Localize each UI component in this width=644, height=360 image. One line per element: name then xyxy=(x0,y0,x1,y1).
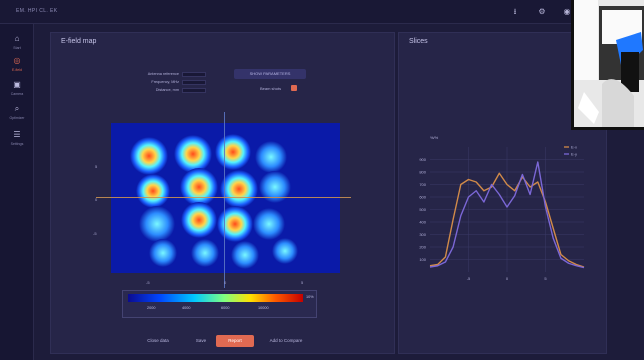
param-value-field[interactable] xyxy=(182,71,206,77)
add-to-compare-button[interactable]: Add to Compare xyxy=(269,338,303,343)
sidebar-item-label: E-field xyxy=(12,68,22,72)
slices-title: Slices xyxy=(409,38,428,45)
y-tick-label: 700 xyxy=(419,182,426,187)
camera-image xyxy=(574,0,644,127)
map-y-tick: 5 xyxy=(95,164,98,169)
sidebar-item-optimizer[interactable]: ⌕ Optimizer xyxy=(3,104,31,126)
y-tick-label: 300 xyxy=(419,232,426,237)
colorbar-max-label: 10% xyxy=(306,295,314,299)
vertical-cursor-line[interactable] xyxy=(224,112,225,288)
camera-overlay xyxy=(571,0,644,130)
save-button[interactable]: Save xyxy=(195,338,207,343)
colorbar-tick: 4000 xyxy=(182,306,191,310)
param-key: Antenna reference xyxy=(147,72,179,76)
map-x-tick: 0 xyxy=(224,280,227,285)
horizontal-cursor-line[interactable] xyxy=(96,197,351,198)
param-key: Distance, mm xyxy=(155,88,179,92)
legend-label: E-y xyxy=(571,151,577,156)
x-tick-label: -5 xyxy=(467,276,471,281)
sidebar-item-label: Start xyxy=(13,46,21,50)
sidebar-item-label: Settings xyxy=(10,142,24,146)
settings-icon[interactable]: ⚙ xyxy=(538,7,546,16)
sidebar-item-camera[interactable]: ▣ Camera xyxy=(3,80,31,102)
param-row: Frequency, MHz xyxy=(136,78,206,86)
y-tick-label: 100 xyxy=(419,257,426,262)
field-lobes xyxy=(130,134,298,269)
home-icon: ⌂ xyxy=(14,34,20,43)
chart-axes: 100 200 300 400 500 600 700 800 900 -5 0 5 %/% xyxy=(419,135,547,281)
field-map-title: E-field map xyxy=(61,38,97,45)
map-y-tick: 0 xyxy=(95,197,98,202)
x-tick-label: 5 xyxy=(544,276,547,281)
legend-label: E-x xyxy=(571,144,577,149)
colorbar-tick: 10000 xyxy=(258,306,269,310)
y-tick-label: 200 xyxy=(419,244,426,249)
series-line[interactable] xyxy=(429,161,585,269)
y-tick-label: 500 xyxy=(419,207,426,212)
y-tick-label: 600 xyxy=(419,194,426,199)
param-row: Antenna reference xyxy=(136,70,206,78)
show-parameters-button[interactable]: SHOW PARAMETERS xyxy=(234,69,306,79)
sidebar-item-settings[interactable]: ☰ Settings xyxy=(3,130,31,152)
series-line[interactable] xyxy=(429,172,585,268)
sidebar-item-start[interactable]: ⌂ Start xyxy=(3,34,31,56)
colorbar-tick: 6000 xyxy=(221,306,230,310)
colorbar xyxy=(128,294,303,302)
download-icon[interactable]: ⭳ xyxy=(513,7,517,16)
param-row: Distance, mm xyxy=(136,86,206,94)
e-field-heatmap[interactable] xyxy=(111,123,340,273)
y-tick-label: 400 xyxy=(419,219,426,224)
param-value-field[interactable] xyxy=(182,79,206,85)
chart-series xyxy=(429,161,585,269)
colorbar-tick: 2000 xyxy=(147,306,156,310)
y-tick-label: 800 xyxy=(419,169,426,174)
user-icon[interactable]: ◉ xyxy=(563,7,571,16)
topbar: EM. HPI CL. EK ⭳ ⚙ ◉ xyxy=(0,0,644,24)
y-axis-label: %/% xyxy=(430,135,439,140)
sidebar-item-label: Optimizer xyxy=(9,116,25,120)
optimizer-icon: ⌕ xyxy=(14,104,20,113)
y-tick-label: 900 xyxy=(419,157,426,162)
param-key: Frequency, MHz xyxy=(151,80,179,84)
beam-shots-checkbox[interactable] xyxy=(291,85,297,91)
sidebar-item-label: Camera xyxy=(10,92,24,96)
map-x-tick: 5 xyxy=(301,280,304,285)
sidebar-item-e-field[interactable]: ◎ E-field xyxy=(3,56,31,78)
sliders-icon: ☰ xyxy=(13,130,21,139)
map-y-tick: -5 xyxy=(93,231,97,236)
field-parameters: Antenna reference Frequency, MHz Distanc… xyxy=(136,70,206,94)
report-button[interactable]: Report xyxy=(216,335,254,347)
heatmap-svg xyxy=(130,134,298,269)
map-x-tick: -5 xyxy=(146,280,150,285)
chart-legend: E-x E-y xyxy=(564,144,577,156)
x-tick-label: 0 xyxy=(506,276,509,281)
sidebar: ⌂ Start ◎ E-field ▣ Camera ⌕ Optimizer ☰… xyxy=(0,24,34,360)
close-data-button[interactable]: Close data xyxy=(147,338,169,343)
camera-icon: ▣ xyxy=(13,80,21,89)
target-icon: ◎ xyxy=(13,56,21,65)
beam-shots-label: Beam shots xyxy=(260,86,282,91)
app-brand: EM. HPI CL. EK xyxy=(16,8,58,14)
param-value-field[interactable] xyxy=(182,87,206,93)
